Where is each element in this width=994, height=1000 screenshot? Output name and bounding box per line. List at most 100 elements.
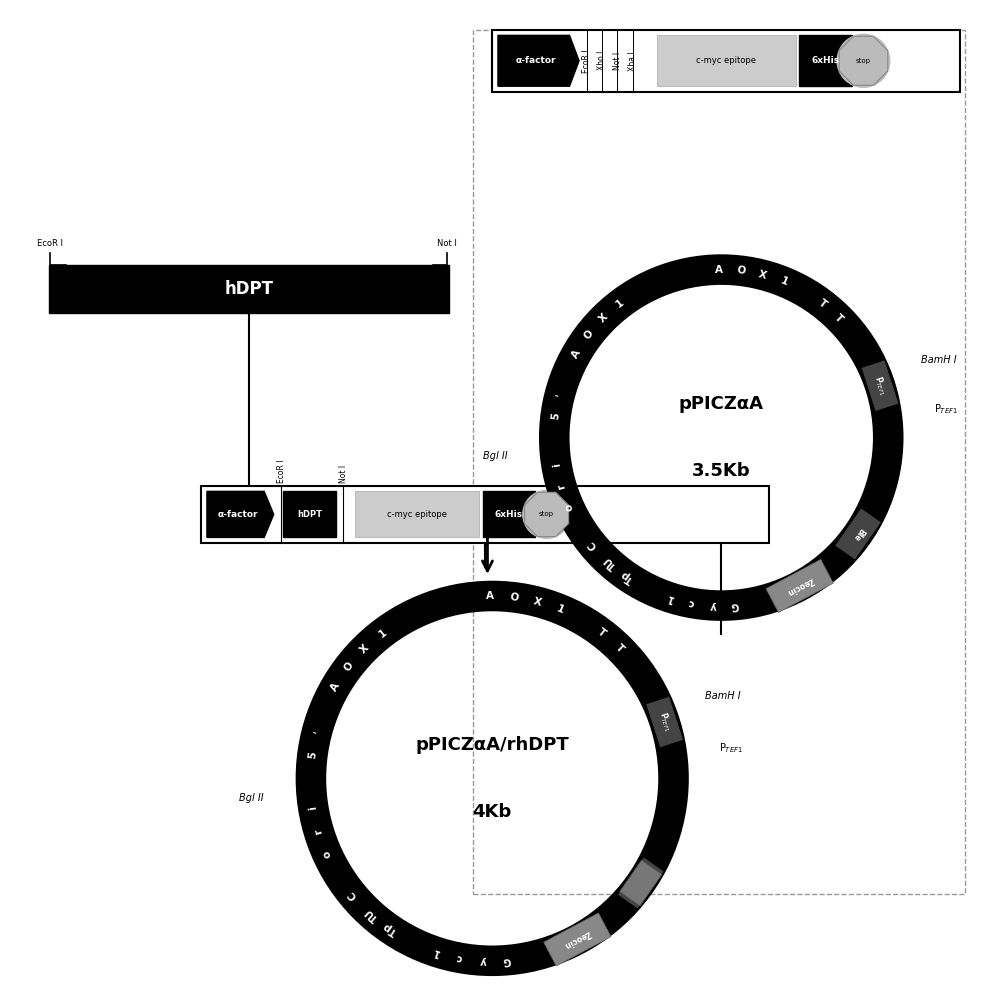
- FancyBboxPatch shape: [646, 696, 684, 748]
- Polygon shape: [525, 492, 569, 537]
- Text: y: y: [710, 600, 717, 611]
- Text: Bgl II: Bgl II: [240, 793, 264, 803]
- Text: ': ': [312, 729, 322, 735]
- Text: P$_{TEF1}$: P$_{TEF1}$: [934, 402, 958, 416]
- Text: 5: 5: [550, 412, 561, 421]
- Text: 1: 1: [665, 592, 674, 603]
- Text: 1: 1: [555, 603, 566, 615]
- Polygon shape: [839, 36, 888, 85]
- Text: T: T: [595, 627, 607, 639]
- Text: stop: stop: [856, 58, 871, 64]
- Text: Ble: Ble: [851, 526, 866, 542]
- Text: Ble: Ble: [633, 875, 648, 891]
- Text: 6xHis: 6xHis: [812, 56, 840, 65]
- Text: U: U: [363, 906, 376, 919]
- Text: α-factor: α-factor: [516, 56, 556, 65]
- Text: hDPT: hDPT: [225, 280, 273, 298]
- Text: BamH I: BamH I: [921, 355, 956, 365]
- Text: G: G: [503, 955, 512, 965]
- Text: r: r: [556, 482, 567, 490]
- Text: p: p: [619, 569, 631, 581]
- Text: c-myc epitope: c-myc epitope: [697, 56, 756, 65]
- Text: p: p: [382, 921, 394, 934]
- Text: Not I: Not I: [339, 465, 348, 483]
- Text: A: A: [715, 265, 723, 275]
- Text: stop: stop: [539, 511, 554, 517]
- Text: c: c: [687, 597, 695, 608]
- Text: T: T: [368, 911, 380, 923]
- Text: y: y: [480, 955, 487, 966]
- Text: 6xHis: 6xHis: [495, 510, 523, 519]
- Polygon shape: [498, 35, 580, 86]
- FancyBboxPatch shape: [492, 30, 960, 92]
- Text: EcoR I: EcoR I: [582, 49, 591, 73]
- FancyBboxPatch shape: [619, 860, 662, 906]
- Text: 1: 1: [377, 627, 389, 639]
- Circle shape: [523, 490, 571, 538]
- Text: c: c: [455, 952, 463, 963]
- Text: Xho I: Xho I: [597, 51, 606, 70]
- Text: Not I: Not I: [437, 239, 457, 248]
- Text: EcoR I: EcoR I: [277, 459, 286, 483]
- Text: Not I: Not I: [612, 52, 621, 70]
- Text: X: X: [597, 312, 610, 325]
- Text: ': ': [555, 392, 565, 397]
- Text: C: C: [586, 539, 598, 551]
- Text: O: O: [582, 329, 595, 342]
- Text: 1: 1: [778, 276, 789, 288]
- Text: G: G: [731, 600, 740, 610]
- Text: Xba I: Xba I: [628, 51, 637, 71]
- Text: pPICZαA: pPICZαA: [679, 395, 763, 413]
- Text: 1: 1: [614, 298, 626, 310]
- Text: X: X: [532, 596, 543, 608]
- FancyBboxPatch shape: [355, 491, 479, 537]
- FancyBboxPatch shape: [799, 35, 852, 86]
- Text: P$_{TEF1}$: P$_{TEF1}$: [656, 710, 674, 734]
- FancyBboxPatch shape: [201, 486, 769, 543]
- Text: P$_{TEF1}$: P$_{TEF1}$: [719, 741, 744, 755]
- Circle shape: [837, 34, 890, 87]
- FancyBboxPatch shape: [835, 508, 882, 560]
- Text: Zeocin: Zeocin: [563, 929, 592, 950]
- Text: EcoR I: EcoR I: [38, 239, 64, 248]
- Text: O: O: [737, 265, 746, 276]
- Text: T: T: [833, 312, 845, 324]
- Text: P$_{TEF1}$: P$_{TEF1}$: [871, 374, 890, 397]
- Text: hDPT: hDPT: [297, 510, 322, 519]
- FancyBboxPatch shape: [49, 265, 449, 313]
- Text: T: T: [816, 298, 828, 310]
- Text: U: U: [601, 554, 614, 567]
- Text: C: C: [346, 889, 359, 901]
- Text: 5: 5: [307, 751, 318, 760]
- Text: O: O: [509, 592, 519, 603]
- Text: Bgl II: Bgl II: [483, 451, 507, 461]
- Text: A: A: [571, 348, 582, 360]
- Text: 4Kb: 4Kb: [472, 803, 512, 821]
- Text: X: X: [358, 643, 371, 655]
- FancyBboxPatch shape: [657, 35, 795, 86]
- FancyBboxPatch shape: [617, 857, 664, 909]
- Text: A: A: [486, 591, 494, 601]
- Text: 3.5Kb: 3.5Kb: [692, 462, 750, 480]
- Text: A: A: [329, 681, 342, 693]
- Text: T: T: [613, 643, 626, 655]
- FancyBboxPatch shape: [283, 491, 336, 537]
- Text: c-myc epitope: c-myc epitope: [387, 510, 447, 519]
- FancyBboxPatch shape: [483, 491, 535, 537]
- Text: BamH I: BamH I: [706, 691, 741, 701]
- Text: o: o: [321, 848, 333, 859]
- Text: i: i: [552, 462, 562, 467]
- Text: T: T: [606, 559, 618, 571]
- Text: i: i: [308, 805, 318, 810]
- Text: o: o: [564, 502, 576, 512]
- Text: r: r: [313, 827, 324, 835]
- Text: 1: 1: [431, 946, 441, 958]
- Polygon shape: [207, 491, 273, 537]
- Text: Zeocin: Zeocin: [784, 575, 814, 597]
- Text: T: T: [388, 925, 399, 937]
- Text: T: T: [624, 572, 635, 584]
- FancyBboxPatch shape: [766, 559, 833, 612]
- Text: α-factor: α-factor: [218, 510, 257, 519]
- Text: O: O: [342, 661, 355, 674]
- FancyBboxPatch shape: [861, 360, 899, 411]
